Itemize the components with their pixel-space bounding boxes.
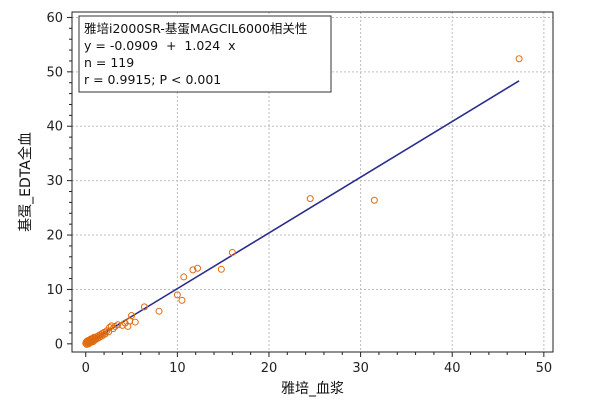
data-point <box>155 307 163 315</box>
axis-ticks: 0 10 20 30 40 50 0 10 20 30 40 50 60 <box>46 11 552 376</box>
legend-box <box>78 15 332 93</box>
legend-line-r: r = 0.9915; P < 0.001 <box>84 72 221 87</box>
data-point <box>178 296 186 304</box>
plot-frame <box>71 11 554 353</box>
x-tick-label: 50 <box>536 361 553 376</box>
x-tick-label: 40 <box>444 361 461 376</box>
data-point <box>173 291 181 299</box>
regression-line-layer <box>85 80 520 346</box>
x-tick-label: 20 <box>261 361 278 376</box>
regression-line <box>85 80 520 346</box>
data-point <box>217 265 225 273</box>
data-point <box>515 55 523 63</box>
legend-line-n: n = 119 <box>84 55 134 70</box>
y-tick-label: 50 <box>46 65 63 80</box>
y-axis-label: 基蛋_EDTA全血 <box>17 132 34 232</box>
y-tick-label: 60 <box>46 11 63 26</box>
x-tick-label: 10 <box>169 361 186 376</box>
legend: 雅培i2000SR-基蛋MAGCIL6000相关性 y = -0.0909 + … <box>78 15 332 93</box>
data-point <box>105 328 113 336</box>
data-point <box>189 266 197 274</box>
x-tick-label: 0 <box>82 361 90 376</box>
y-tick-label: 30 <box>46 174 63 189</box>
x-tick-label: 30 <box>352 361 369 376</box>
legend-line-equation: y = -0.0909 + 1.024 x <box>84 38 236 53</box>
data-point <box>228 248 236 256</box>
data-points <box>82 55 523 348</box>
y-tick-label: 10 <box>46 283 63 298</box>
data-point <box>140 303 148 311</box>
data-point <box>109 325 117 333</box>
y-tick-label: 20 <box>46 229 63 244</box>
y-tick-label: 40 <box>46 120 63 135</box>
data-point <box>131 318 139 326</box>
legend-line-title: 雅培i2000SR-基蛋MAGCIL6000相关性 <box>84 21 307 36</box>
data-point <box>180 273 188 281</box>
data-point <box>370 196 378 204</box>
x-axis-label: 雅培_血浆 <box>281 381 344 397</box>
data-point <box>194 264 202 272</box>
data-point <box>114 321 122 329</box>
y-tick-label: 0 <box>55 337 63 352</box>
data-point <box>306 195 314 203</box>
data-point <box>128 312 136 320</box>
